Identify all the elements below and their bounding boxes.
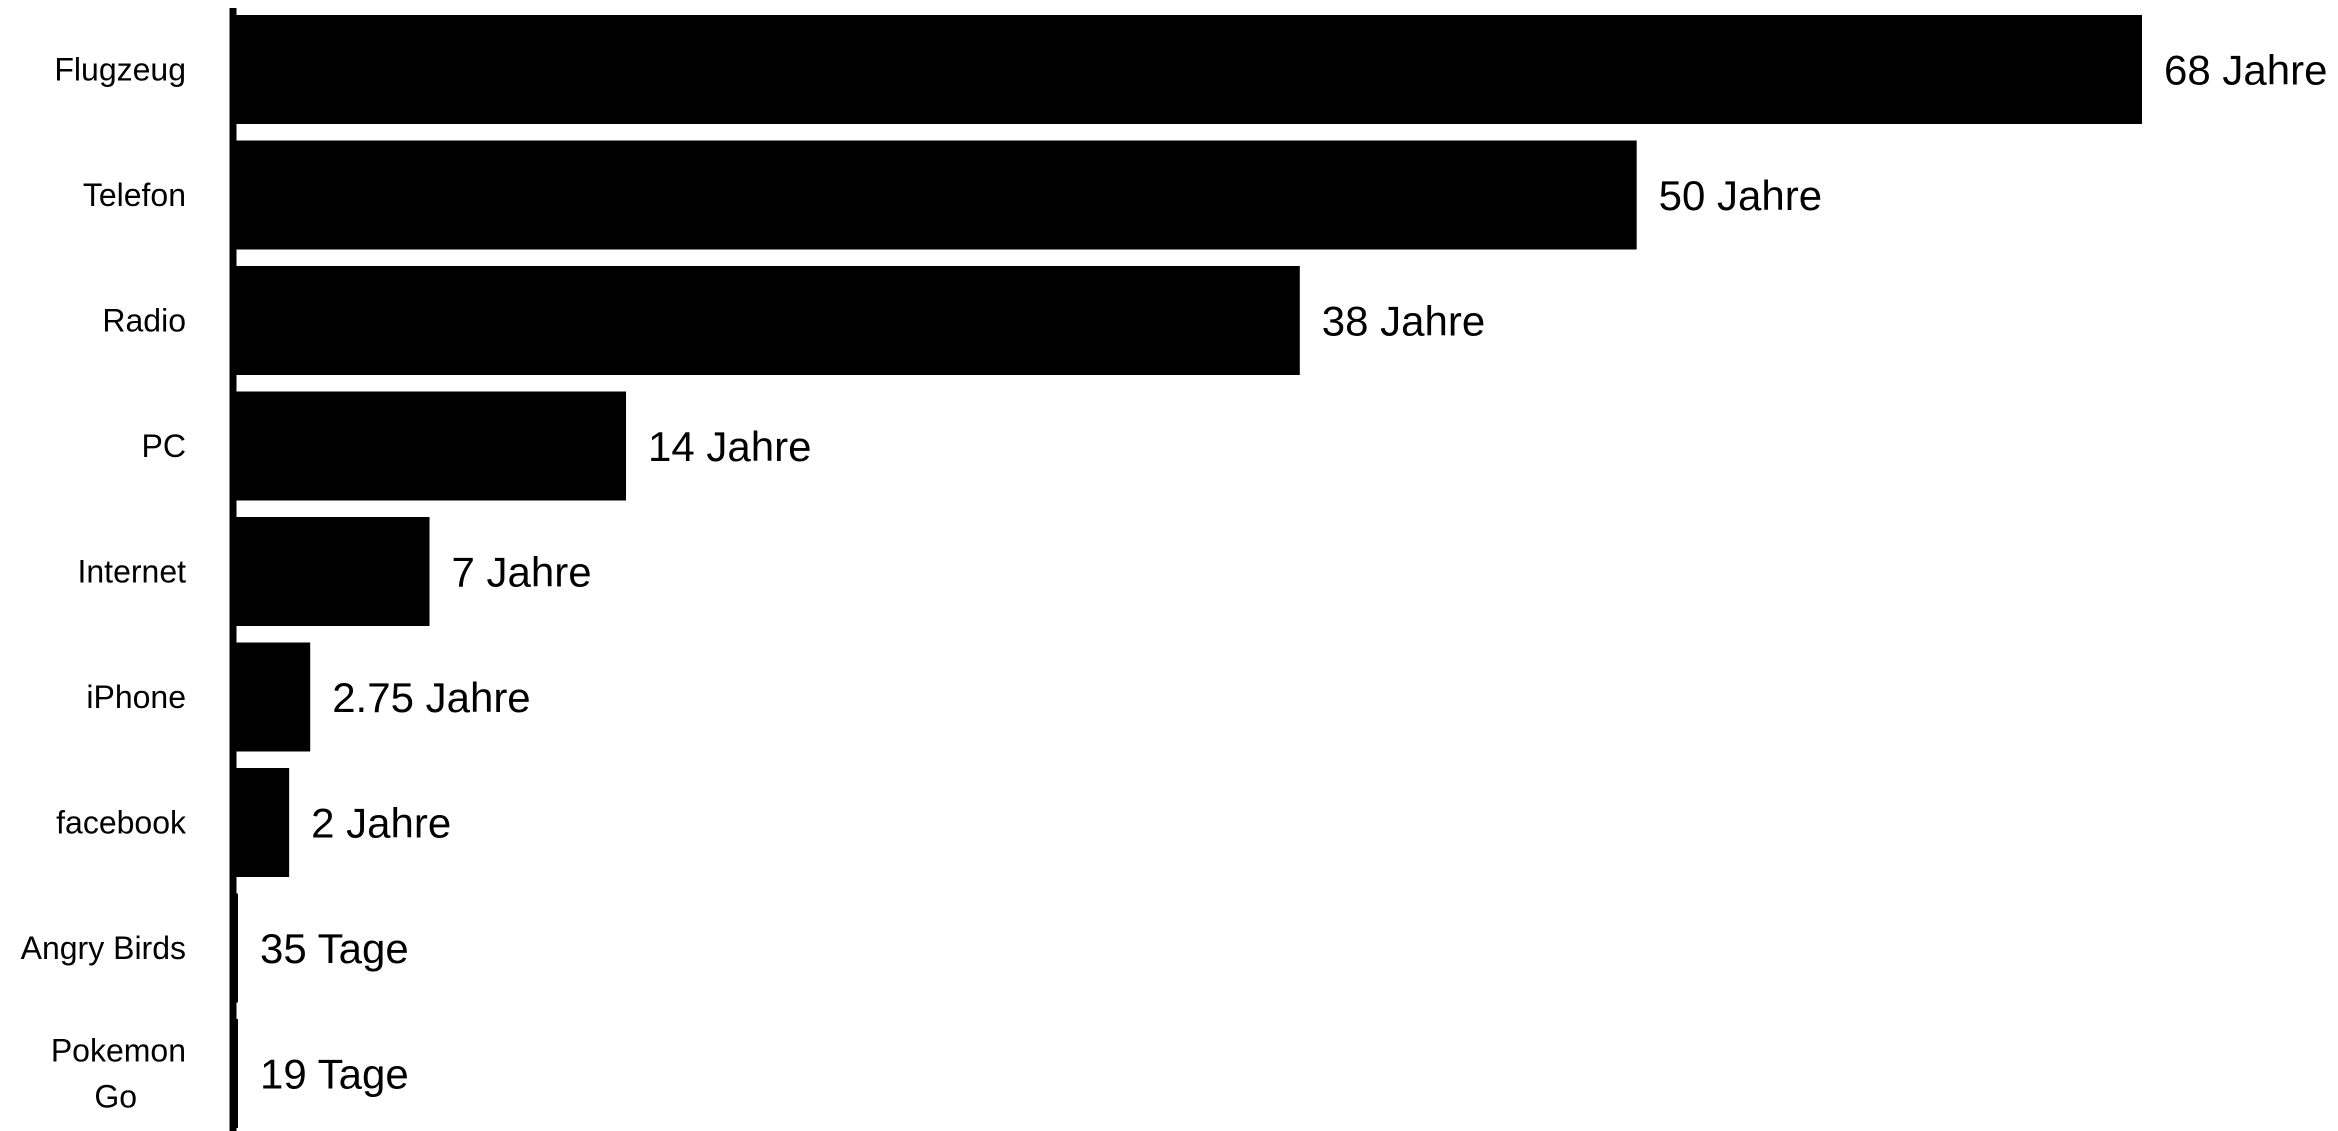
data-label-pokemon-go: 19 Tage xyxy=(260,1051,409,1098)
data-label-flugzeug: 68 Jahre xyxy=(2164,47,2327,94)
data-label-internet: 7 Jahre xyxy=(452,549,592,596)
category-label-pokemon-go: Pokemon Go xyxy=(51,1033,186,1115)
data-label-angry-birds: 35 Tage xyxy=(260,925,409,972)
category-label-telefon: Telefon xyxy=(83,177,186,213)
category-label-radio: Radio xyxy=(102,303,186,339)
category-labels-group: Flugzeug Telefon Radio PC Internet iPhone face… xyxy=(21,52,187,1115)
bar-radio xyxy=(233,266,1300,375)
data-label-pc: 14 Jahre xyxy=(648,423,811,470)
category-label-angry-birds: Angry Birds xyxy=(21,930,186,966)
data-label-facebook: 2 Jahre xyxy=(311,800,451,847)
category-label-flugzeug: Flugzeug xyxy=(54,52,186,88)
data-label-telefon: 50 Jahre xyxy=(1659,172,1822,219)
category-label-facebook: facebook xyxy=(56,805,187,841)
category-label-pc: PC xyxy=(142,428,186,464)
bar-facebook xyxy=(233,768,290,877)
bar-iphone xyxy=(233,642,311,752)
category-label-iphone: iPhone xyxy=(86,679,186,715)
data-labels-group: 68 Jahre 50 Jahre 38 Jahre 14 Jahre 7 Jahre 2… xyxy=(260,47,2327,1098)
category-label-internet: Internet xyxy=(77,554,186,590)
bar-flugzeug xyxy=(233,15,2142,124)
data-label-radio: 38 Jahre xyxy=(1322,298,1485,345)
bars-group xyxy=(233,15,2142,1128)
bar-telefon xyxy=(233,140,1637,250)
bar-pc xyxy=(233,391,627,501)
data-label-iphone: 2.75 Jahre xyxy=(332,674,530,721)
bar-internet xyxy=(233,517,430,626)
